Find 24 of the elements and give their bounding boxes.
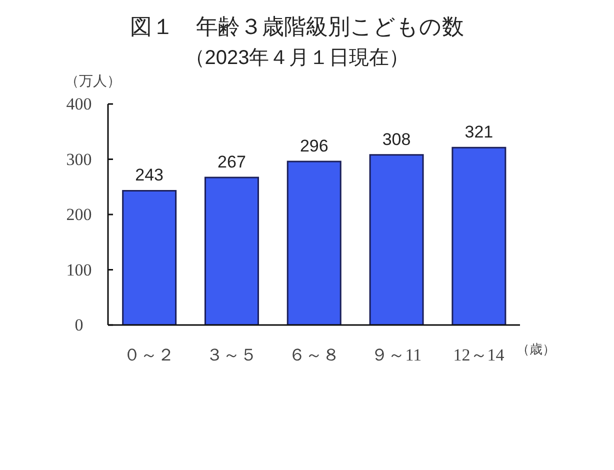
y-tick-label: 100: [66, 260, 92, 280]
chart-title: 図１ 年齢３歳階級別こどもの数: [129, 13, 465, 41]
x-tick-label: 12～14: [453, 346, 505, 364]
y-tick-label: 200: [66, 205, 92, 224]
data-label: 308: [382, 130, 411, 149]
x-tick-label: ３～５: [206, 346, 258, 364]
y-axis-title: （万人）: [65, 74, 121, 90]
chart-subtitle: （2023年４月１日現在）: [184, 46, 410, 71]
x-tick-label: ６～８: [288, 346, 340, 364]
bar: [369, 154, 424, 325]
data-label: 321: [464, 122, 494, 142]
y-tick-label: 400: [66, 94, 92, 114]
y-tick-label: 300: [66, 150, 92, 169]
data-label: 243: [135, 166, 164, 185]
bar: [122, 190, 177, 325]
x-tick-label: ９～11: [371, 346, 422, 364]
data-label: 267: [218, 152, 246, 172]
bar: [286, 160, 342, 325]
x-axis-title: （歳）: [516, 342, 556, 356]
bar: [452, 146, 506, 325]
x-tick-label: ０～２: [124, 346, 175, 364]
bar: [204, 176, 259, 325]
data-label: 296: [300, 136, 328, 156]
y-tick-label: 0: [74, 316, 84, 334]
